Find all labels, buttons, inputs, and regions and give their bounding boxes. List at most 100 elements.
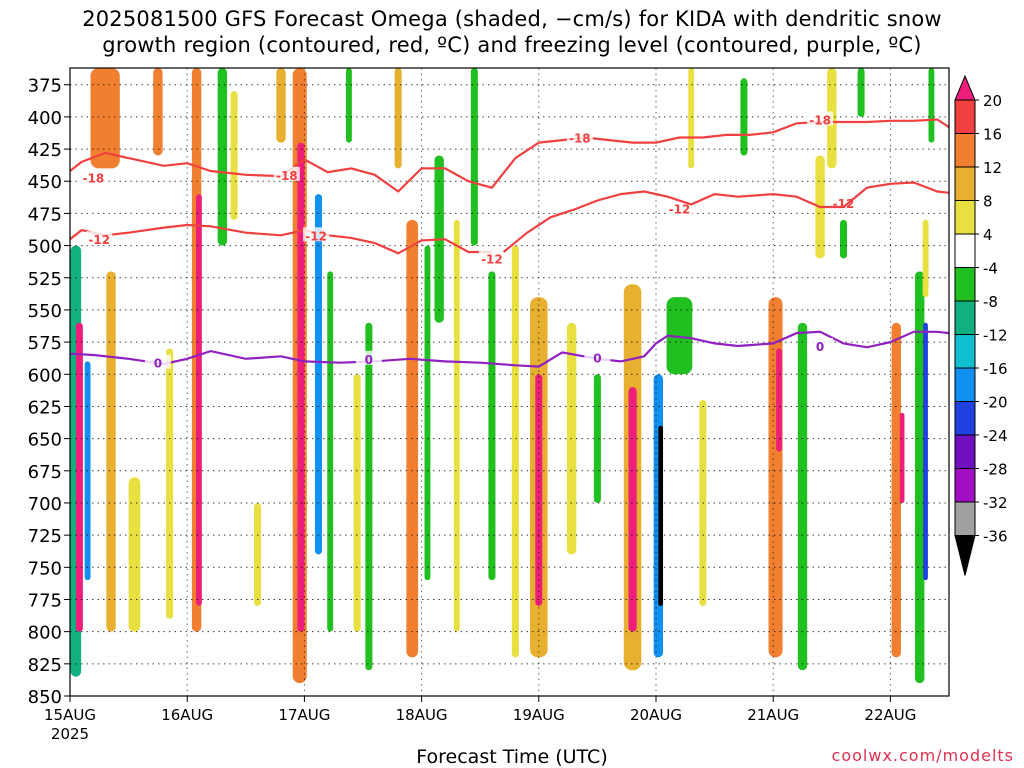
contour-label: -12	[88, 233, 110, 247]
omega-cell	[535, 374, 543, 606]
y-tick-label: 800	[28, 623, 62, 644]
contour-label: -12	[481, 252, 503, 266]
omega-cell	[153, 68, 163, 156]
omega-cell	[797, 322, 808, 671]
colorbar-box	[954, 166, 976, 201]
y-tick-label: 850	[28, 687, 62, 708]
omega-cell	[276, 68, 286, 143]
omega-cell	[470, 68, 478, 246]
omega-cell	[688, 68, 695, 169]
omega-cell	[90, 68, 120, 169]
contour-label: -12	[305, 229, 327, 243]
colorbar-tick-label: -36	[983, 528, 1008, 546]
omega-cell	[424, 245, 431, 581]
colorbar-tick-label: 8	[983, 193, 993, 211]
colorbar-tick-label: -20	[983, 394, 1008, 412]
omega-cell	[254, 502, 262, 606]
omega-cell	[346, 68, 352, 143]
colorbar-tick-label: -4	[983, 260, 998, 278]
colorbar-tick-label: -24	[983, 427, 1008, 445]
y-tick-label: 825	[28, 655, 62, 676]
colorbar-box	[954, 200, 976, 235]
omega-cell	[740, 78, 748, 156]
colorbar-tick-label: 20	[983, 92, 1002, 110]
omega-cell	[776, 348, 782, 452]
omega-cell	[857, 68, 865, 117]
contour-label: -12	[833, 197, 855, 211]
contour-label-bg	[566, 129, 593, 144]
colorbar-bottom-triangle	[954, 535, 976, 576]
omega-cell	[195, 194, 202, 606]
contour-label: -18	[569, 131, 591, 145]
x-tick-label: 20AUG	[630, 706, 682, 724]
colorbar-box	[954, 468, 976, 503]
omega-cell	[106, 271, 116, 632]
colorbar-box	[954, 99, 976, 134]
x-tick-label: 22AUG	[864, 706, 916, 724]
colorbar-box	[954, 233, 976, 268]
y-tick-label: 775	[28, 590, 62, 611]
omega-cell	[840, 219, 848, 259]
colorbar-box	[954, 267, 976, 302]
x-tick-label: 16AUG	[161, 706, 213, 724]
colorbar-box	[954, 401, 976, 436]
omega-cell	[922, 219, 929, 298]
y-tick-label: 750	[28, 558, 62, 579]
omega-cell	[166, 348, 174, 619]
y-tick-label: 500	[28, 237, 62, 258]
colorbar-box	[954, 300, 976, 335]
omega-cell	[128, 477, 141, 632]
omega-cell	[899, 412, 905, 503]
x-tick-label: 17AUG	[278, 706, 330, 724]
contour-label: -12	[669, 202, 691, 216]
contour-label: -18	[809, 113, 831, 127]
dendritic-contour	[502, 181, 949, 253]
omega-cell	[394, 68, 402, 169]
contour-label-bg	[355, 350, 382, 365]
x-tick-label: 15AUG	[44, 706, 96, 724]
credit-link[interactable]: coolwx.com/modelts	[831, 746, 1014, 765]
omega-shading	[70, 68, 935, 684]
omega-cell	[365, 322, 373, 671]
y-tick-label: 725	[28, 526, 62, 547]
colorbar-box	[954, 501, 976, 536]
y-tick-label: 475	[28, 204, 62, 225]
contour-label-bg	[80, 169, 107, 184]
omega-cell	[923, 322, 928, 581]
x-tick-label: 21AUG	[747, 706, 799, 724]
omega-cell	[327, 271, 334, 632]
colorbar-box	[954, 133, 976, 168]
colorbar-tick-label: -12	[983, 327, 1008, 345]
colorbar-top-triangle	[954, 74, 976, 101]
omega-cell	[658, 425, 664, 606]
contour-label: -18	[276, 169, 298, 183]
omega-cell	[453, 219, 460, 632]
y-tick-label: 375	[28, 76, 62, 97]
omega-cell	[230, 91, 238, 220]
omega-cell	[891, 322, 901, 658]
y-tick-label: 650	[28, 430, 62, 451]
y-tick-label: 625	[28, 397, 62, 418]
omega-cell	[666, 297, 693, 375]
omega-cell	[628, 387, 637, 632]
contour-label: -18	[83, 171, 105, 185]
y-tick-label: 400	[28, 108, 62, 129]
contour-label-bg	[478, 250, 505, 265]
freezing-level-contour	[70, 330, 949, 368]
contour-label-bg	[830, 195, 857, 210]
x-tick-label: 18AUG	[396, 706, 448, 724]
contour-label-bg	[584, 349, 611, 364]
colorbar-tick-label: -16	[983, 360, 1008, 378]
colorbar-tick-label: 12	[983, 159, 1002, 177]
chart-title-line1: 2025081500 GFS Forecast Omega (shaded, −…	[82, 7, 942, 31]
x-year-label: 2025	[51, 725, 89, 743]
plot-frame	[69, 67, 950, 697]
contour-label-bg	[144, 354, 171, 369]
omega-cell	[915, 271, 925, 684]
contour-label-bg	[303, 227, 330, 242]
omega-cell	[511, 245, 519, 658]
contour-label: 0	[365, 353, 373, 367]
omega-cell	[928, 68, 935, 143]
y-tick-label: 550	[28, 301, 62, 322]
